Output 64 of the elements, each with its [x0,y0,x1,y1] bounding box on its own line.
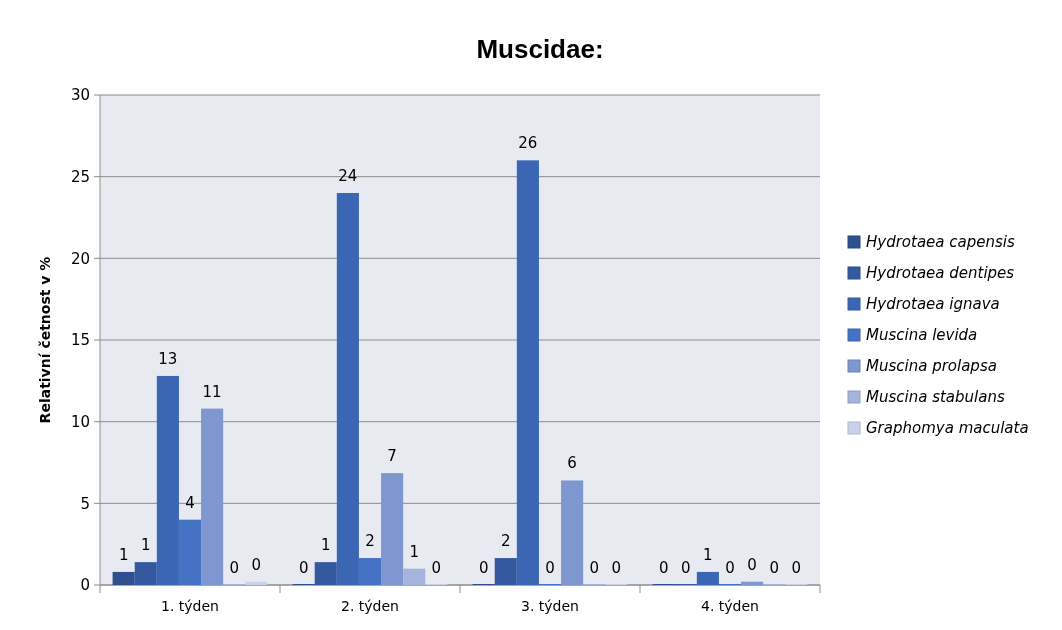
data-label: 0 [658,559,669,577]
data-label: 2 [501,532,511,551]
data-label: 0 [478,559,489,577]
y-tick-label: 0 [80,576,90,595]
data-label: 0 [725,559,735,577]
data-label: 1 [409,542,419,561]
data-label: 11 [202,382,222,401]
chart-title: Muscidae: [476,34,604,64]
legend-label: Hydrotaea ignava [866,295,1000,314]
bar [516,160,539,585]
data-label: 1 [118,545,129,564]
y-tick-label: 10 [70,412,90,431]
bar [381,473,404,585]
data-label: 1 [141,536,151,555]
bar [561,480,584,585]
bar [201,408,224,585]
x-tick-label: 1. týden [161,598,219,614]
y-tick-label: 20 [70,249,90,268]
data-label: 0 [589,559,599,577]
data-label: 4 [185,493,195,512]
y-tick-label: 5 [80,494,90,513]
bar [358,558,382,585]
bar [314,562,337,585]
data-label: 6 [567,454,577,473]
bar [741,581,764,585]
bar [178,519,202,585]
bar [134,562,157,585]
legend-label: Hydrotaea dentipes [866,264,1015,283]
x-tick-label: 4. týden [701,598,759,614]
data-label: 0 [229,559,239,577]
data-label: 2 [365,532,375,551]
bar [494,558,517,585]
legend-label: Muscina prolapsa [866,357,997,376]
bar [696,571,719,585]
x-tick-label: 2. týden [341,598,399,614]
data-label: 26 [518,134,538,153]
legend-label: Muscina levida [866,326,978,345]
bar [245,581,268,585]
data-label: 0 [611,559,622,577]
data-label: 0 [681,559,691,577]
data-label: 0 [769,559,779,577]
y-tick-label: 15 [70,331,90,350]
data-label: 1 [703,545,713,564]
data-label: 0 [298,559,309,577]
y-axis-title: Relativní četnost v % [37,256,53,424]
y-tick-label: 30 [70,86,90,105]
bar [112,571,135,585]
data-label: 1 [321,536,331,555]
bar [336,193,359,585]
legend-label: Muscina stabulans [866,388,1005,407]
data-label: 0 [431,559,442,577]
bar [156,375,179,585]
data-label: 0 [251,555,262,574]
x-tick-label: 3. týden [521,598,579,614]
data-label: 13 [158,349,178,368]
data-label: 0 [545,559,555,577]
data-label: 7 [387,447,397,466]
data-label: 0 [791,559,802,577]
data-label: 24 [338,167,358,185]
y-tick-label: 25 [70,167,90,186]
legend-label: Hydrotaea capensis [866,233,1015,252]
legend-label: Graphomya maculata [866,419,1029,438]
bar [403,568,426,585]
data-label: 0 [747,555,757,574]
